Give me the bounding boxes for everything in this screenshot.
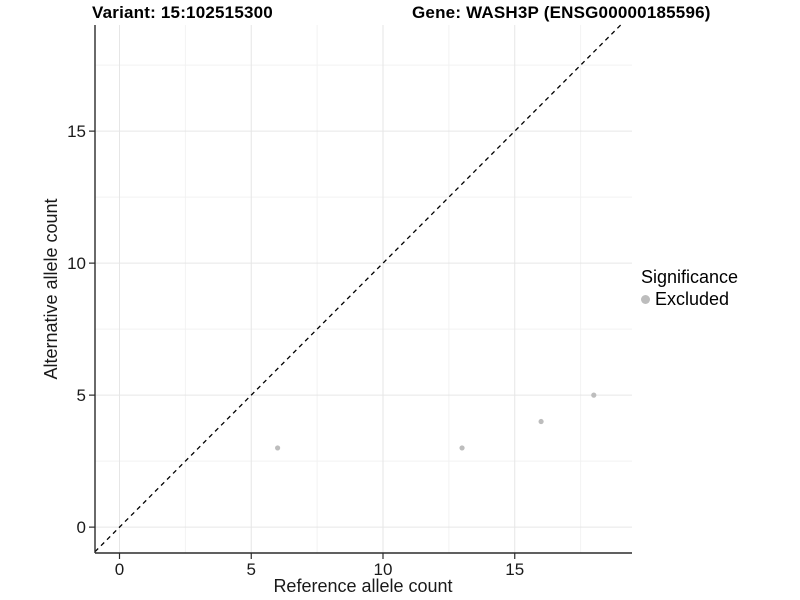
y-tick-label: 15 <box>67 122 86 141</box>
x-axis-title: Reference allele count <box>273 576 452 596</box>
data-point <box>591 392 597 398</box>
y-tick-label: 5 <box>77 386 86 405</box>
gridlines <box>95 25 632 553</box>
data-points <box>275 392 597 451</box>
x-tick-label: 5 <box>247 560 256 579</box>
y-axis-title: Alternative allele count <box>41 198 61 379</box>
data-point <box>459 445 465 451</box>
identity-line <box>94 24 622 553</box>
data-point <box>538 418 544 425</box>
y-tick-label: 10 <box>67 254 86 273</box>
gene-title: Gene: WASH3P (ENSG00000185596) <box>412 3 711 22</box>
identity-dashed-line <box>94 24 622 553</box>
legend-title: Significance <box>641 267 739 287</box>
data-point <box>275 445 281 451</box>
x-tick-label: 10 <box>374 560 393 579</box>
legend-point-icon <box>641 294 650 304</box>
legend-item-excluded: Excluded <box>641 288 738 310</box>
legend-item-label: Excluded <box>655 288 730 309</box>
y-tick-label: 0 <box>77 518 86 537</box>
x-tick-label: 0 <box>115 560 124 579</box>
x-tick-label: 15 <box>505 560 524 579</box>
axes: 0 5 10 15 0 5 10 15 <box>67 25 632 579</box>
legend: Significance Excluded <box>641 266 738 310</box>
variant-title: Variant: 15:102515300 <box>92 3 273 22</box>
